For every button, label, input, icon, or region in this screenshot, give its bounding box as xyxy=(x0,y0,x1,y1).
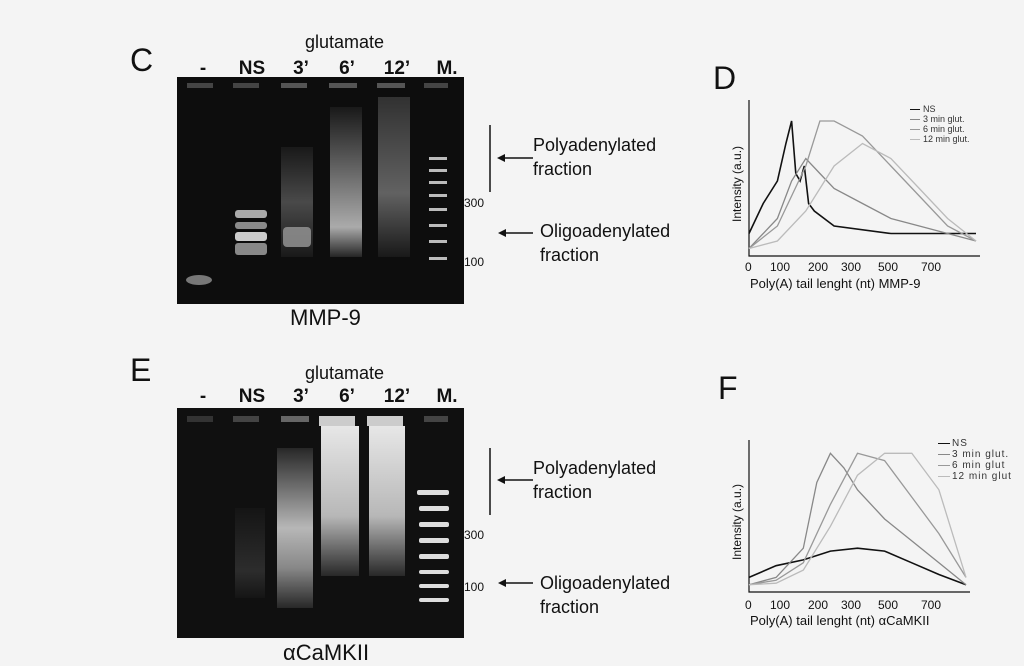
x-tick-label: 100 xyxy=(770,260,791,274)
legend-label: 6 min glut. xyxy=(923,124,965,134)
series-line-3-min-glut- xyxy=(748,157,977,249)
legend-entry: NS xyxy=(910,104,990,114)
x-axis-label-d: Poly(A) tail lenght (nt) MMP-9 xyxy=(750,276,921,291)
series-line-ns xyxy=(748,547,967,586)
lane-label: - xyxy=(199,58,207,79)
poly-line1: Polyadenylated xyxy=(533,135,657,155)
x-tick-label: 500 xyxy=(878,598,899,612)
size-marker-300: 300 xyxy=(464,196,485,210)
oligoadenylated-label-c: Oligoadenylated fraction xyxy=(540,219,670,267)
gel-image-camkii xyxy=(177,408,464,638)
legend-entry: NS xyxy=(938,438,1018,449)
panel-letter-d: D xyxy=(713,60,737,96)
size-marker-100: 100 xyxy=(464,580,485,594)
lane-label: M. xyxy=(436,58,458,79)
legend-label: NS xyxy=(952,438,968,449)
size-marker-300: 300 xyxy=(464,528,485,542)
legend-label: 12 min glut xyxy=(952,471,1012,482)
lane-label: 12’ xyxy=(383,58,411,79)
lane-label: NS xyxy=(238,386,266,407)
x-tick-label: 200 xyxy=(808,260,829,274)
lane-label: 6’ xyxy=(339,386,355,407)
lane-label: 12’ xyxy=(383,386,411,407)
legend-entry: 6 min glut. xyxy=(910,124,990,134)
series-line-12-min-glut xyxy=(748,452,967,586)
legend-entry: 3 min glut. xyxy=(938,449,1018,460)
y-axis-label-f: Intensity (a.u.) xyxy=(730,483,744,560)
axes xyxy=(748,440,970,593)
x-tick-label: 200 xyxy=(808,598,829,612)
series-line-6-min-glut- xyxy=(748,120,977,250)
series-line-3-min-glut- xyxy=(748,452,967,586)
lane-label: 6’ xyxy=(339,58,355,79)
x-tick-label: 0 xyxy=(745,260,752,274)
legend-f: NS 3 min glut. 6 min glut 12 min glut xyxy=(938,438,1018,482)
intensity-chart-camkii xyxy=(748,440,970,593)
series-line-6-min-glut xyxy=(748,452,967,586)
x-tick-label: 700 xyxy=(921,598,942,612)
legend-entry: 3 min glut. xyxy=(910,114,990,124)
legend-entry: 12 min glut xyxy=(938,471,1018,482)
treatment-label-c: glutamate xyxy=(305,32,385,52)
x-tick-label: 500 xyxy=(878,260,899,274)
polyadenylated-label-e: Polyadenylated fraction xyxy=(533,456,656,504)
legend-d: NS 3 min glut. 6 min glut. 12 min glut. xyxy=(910,104,990,144)
legend-label: 12 min glut. xyxy=(923,134,970,144)
legend-label: 3 min glut. xyxy=(952,449,1010,460)
lane-label: - xyxy=(199,386,207,407)
oligoadenylated-label-e: Oligoadenylated fraction xyxy=(540,571,670,619)
poly-line2: fraction xyxy=(533,482,593,502)
x-tick-label: 0 xyxy=(745,598,752,612)
panel-letter-c: C xyxy=(130,42,154,78)
fraction-arrows-e xyxy=(489,448,533,587)
lane-label: NS xyxy=(238,58,266,79)
legend-entry: 12 min glut. xyxy=(910,134,990,144)
oligo-line2: fraction xyxy=(540,597,600,617)
x-tick-row-f: 0 100 200 300 500 700 xyxy=(745,598,970,614)
axes xyxy=(748,100,980,257)
poly-line2: fraction xyxy=(533,159,593,179)
x-tick-row-d: 0 100 200 300 500 700 xyxy=(745,260,980,276)
oligo-line2: fraction xyxy=(540,245,600,265)
x-axis-label-f: Poly(A) tail lenght (nt) αCaMKII xyxy=(750,613,930,628)
legend-label: NS xyxy=(923,104,936,114)
gel-image-mmp9 xyxy=(177,77,464,304)
series-line-12-min-glut- xyxy=(748,142,977,250)
lane-label: 3’ xyxy=(293,386,309,407)
lane-label: 3’ xyxy=(293,58,309,79)
x-tick-label: 100 xyxy=(770,598,791,612)
oligo-line1: Oligoadenylated xyxy=(540,221,671,241)
legend-entry: 6 min glut xyxy=(938,460,1018,471)
oligo-line1: Oligoadenylated xyxy=(540,573,671,593)
lane-label: M. xyxy=(436,386,458,407)
poly-line1: Polyadenylated xyxy=(533,458,657,478)
treatment-label-e: glutamate xyxy=(305,363,385,383)
polyadenylated-label-c: Polyadenylated fraction xyxy=(533,133,656,181)
panel-letter-f: F xyxy=(718,370,738,406)
x-tick-label: 700 xyxy=(921,260,942,274)
panel-letter-e: E xyxy=(130,352,152,388)
legend-label: 6 min glut xyxy=(952,460,1006,471)
gene-label-camkii: αCaMKII xyxy=(283,640,370,665)
size-marker-100: 100 xyxy=(464,255,485,269)
y-axis-label-d: Intensity (a.u.) xyxy=(730,145,744,222)
gene-label-mmp9: MMP-9 xyxy=(290,305,361,330)
x-tick-label: 300 xyxy=(841,598,862,612)
intensity-chart-mmp9 xyxy=(748,100,980,257)
fraction-arrows-c xyxy=(489,125,533,237)
x-tick-label: 300 xyxy=(841,260,862,274)
legend-label: 3 min glut. xyxy=(923,114,965,124)
